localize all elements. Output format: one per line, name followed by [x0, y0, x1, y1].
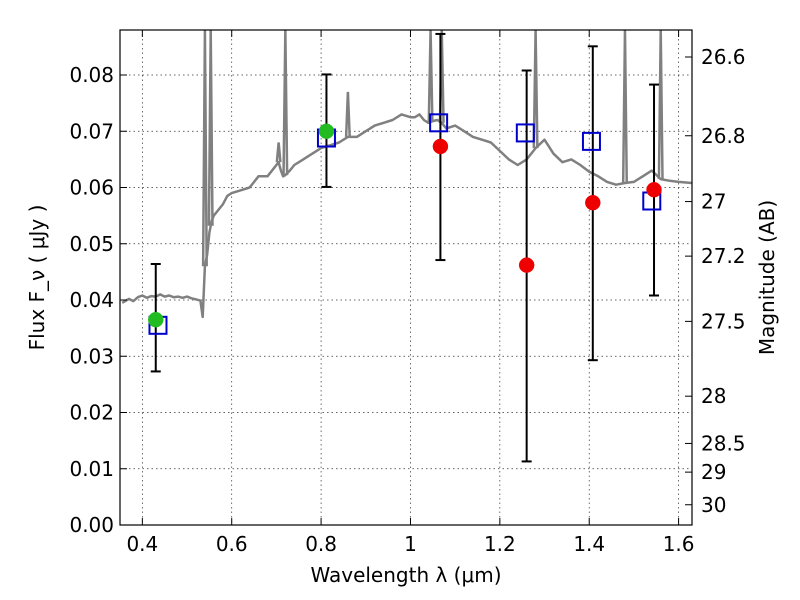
- right-tick-label: 27.2: [701, 244, 746, 268]
- y-tick-label: 0.01: [69, 457, 114, 481]
- x-tick-label: 1.2: [484, 532, 516, 556]
- plot-frame: [119, 29, 693, 526]
- x-tick-label: 0.8: [305, 532, 337, 556]
- emission-line: [275, 142, 282, 163]
- x-tick-label: 1.6: [663, 532, 695, 556]
- y-tick-label: 0.08: [69, 63, 114, 87]
- markers: [148, 113, 662, 335]
- right-tick-label: 28.5: [701, 431, 746, 455]
- model-square: [515, 123, 535, 143]
- x-tick-label: 0.4: [126, 532, 158, 556]
- y-tick-label: 0.05: [69, 232, 114, 256]
- right-tick-label: 28: [701, 384, 726, 408]
- emission-line: [657, 29, 664, 180]
- grid-lines: [120, 30, 692, 526]
- right-tick-label: 26.8: [701, 124, 746, 148]
- ticks: 0.4 0.6 0.8 1 1.2 1.4 1.6 0.00 0.01 0.02 0.03 0.04 0…: [69, 30, 746, 556]
- observed-point: [518, 257, 535, 273]
- x-tick-label: 1: [404, 532, 417, 556]
- emission-line: [207, 29, 214, 226]
- emission-line: [201, 29, 208, 267]
- emission-line: [427, 29, 434, 122]
- model-square: [581, 131, 601, 151]
- spectrum-line: [121, 113, 693, 319]
- x-tick-label: 0.6: [216, 532, 248, 556]
- spectrum-layer: [121, 29, 693, 319]
- right-tick-label: 29: [701, 460, 726, 484]
- right-tick-label: 26.6: [701, 45, 746, 69]
- observed-point: [318, 123, 335, 139]
- y-tick-label: 0.03: [69, 344, 114, 368]
- right-tick-label: 27: [701, 190, 726, 214]
- observed-point: [646, 182, 662, 198]
- x-tick-label: 1.4: [573, 532, 605, 556]
- right-tick-label: 30: [701, 493, 726, 517]
- emission-line: [344, 91, 351, 137]
- model-square: [429, 113, 449, 133]
- y-tick-label: 0.00: [69, 513, 114, 537]
- observed-point: [148, 311, 164, 328]
- right-tick-label: 27.5: [701, 309, 746, 333]
- error-bars: [150, 32, 660, 463]
- y-tick-label: 0.06: [69, 176, 114, 200]
- y-axis-label-right: Magnitude (AB): [755, 200, 779, 355]
- emission-line: [621, 29, 629, 184]
- emission-line: [282, 29, 289, 176]
- y-tick-label: 0.02: [69, 401, 114, 425]
- y-axis-label-left: Flux F_ν ( μJy ): [25, 205, 49, 351]
- y-tick-label: 0.07: [69, 119, 114, 143]
- y-tick-label: 0.04: [69, 288, 114, 312]
- x-axis-label: Wavelength λ (μm): [310, 563, 501, 587]
- observed-point: [432, 138, 449, 155]
- observed-point: [585, 194, 601, 211]
